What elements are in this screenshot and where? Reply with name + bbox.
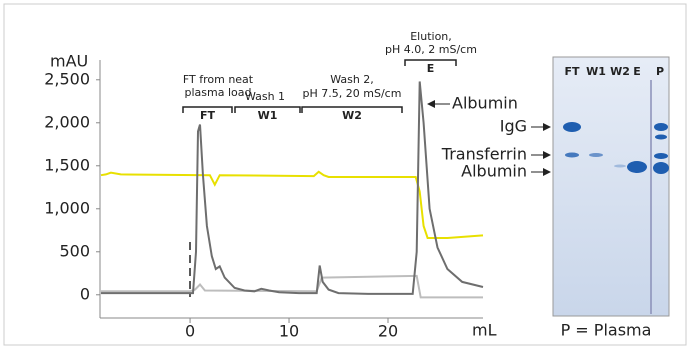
x-axis-label: mL bbox=[472, 321, 497, 340]
y-tick-label: 0 bbox=[80, 284, 90, 303]
region-tag: W1 bbox=[258, 109, 278, 122]
lane-label: W2 bbox=[610, 65, 630, 78]
figure: Albumin mAU mL P = Plasma 0 500 1,000 1,500… bbox=[0, 0, 691, 350]
peak-label: Albumin bbox=[452, 94, 518, 113]
region-tag: W2 bbox=[342, 109, 362, 122]
y-tick-label: 2,000 bbox=[44, 112, 90, 131]
gel-caption: P = Plasma bbox=[561, 321, 652, 340]
y-axis-label: mAU bbox=[50, 52, 88, 71]
y-tick-label: 1,500 bbox=[44, 155, 90, 174]
lane-label: W1 bbox=[586, 65, 606, 78]
region-label: pH 7.5, 20 mS/cm bbox=[303, 87, 402, 100]
lane-label: P bbox=[656, 65, 664, 78]
region-label: FT from neat bbox=[183, 73, 254, 86]
region-label: plasma load bbox=[185, 86, 252, 99]
region-label: pH 4.0, 2 mS/cm bbox=[385, 43, 477, 56]
band-label: IgG bbox=[500, 117, 527, 136]
y-tick-label: 500 bbox=[59, 241, 90, 260]
band-label: Albumin bbox=[461, 162, 527, 181]
y-tick-label: 1,000 bbox=[44, 198, 90, 217]
region-label: Wash 2, bbox=[330, 73, 374, 86]
lane-label: FT bbox=[564, 65, 580, 78]
region-label: Wash 1 bbox=[245, 90, 285, 103]
x-tick-label: 10 bbox=[279, 322, 299, 341]
region-label: Elution, bbox=[410, 30, 452, 43]
x-tick-label: 0 bbox=[185, 322, 195, 341]
x-tick-label: 20 bbox=[378, 322, 398, 341]
y-tick-label: 2,500 bbox=[44, 69, 90, 88]
region-tag: E bbox=[427, 62, 435, 75]
lane-label: E bbox=[633, 65, 641, 78]
region-tag: FT bbox=[200, 109, 216, 122]
